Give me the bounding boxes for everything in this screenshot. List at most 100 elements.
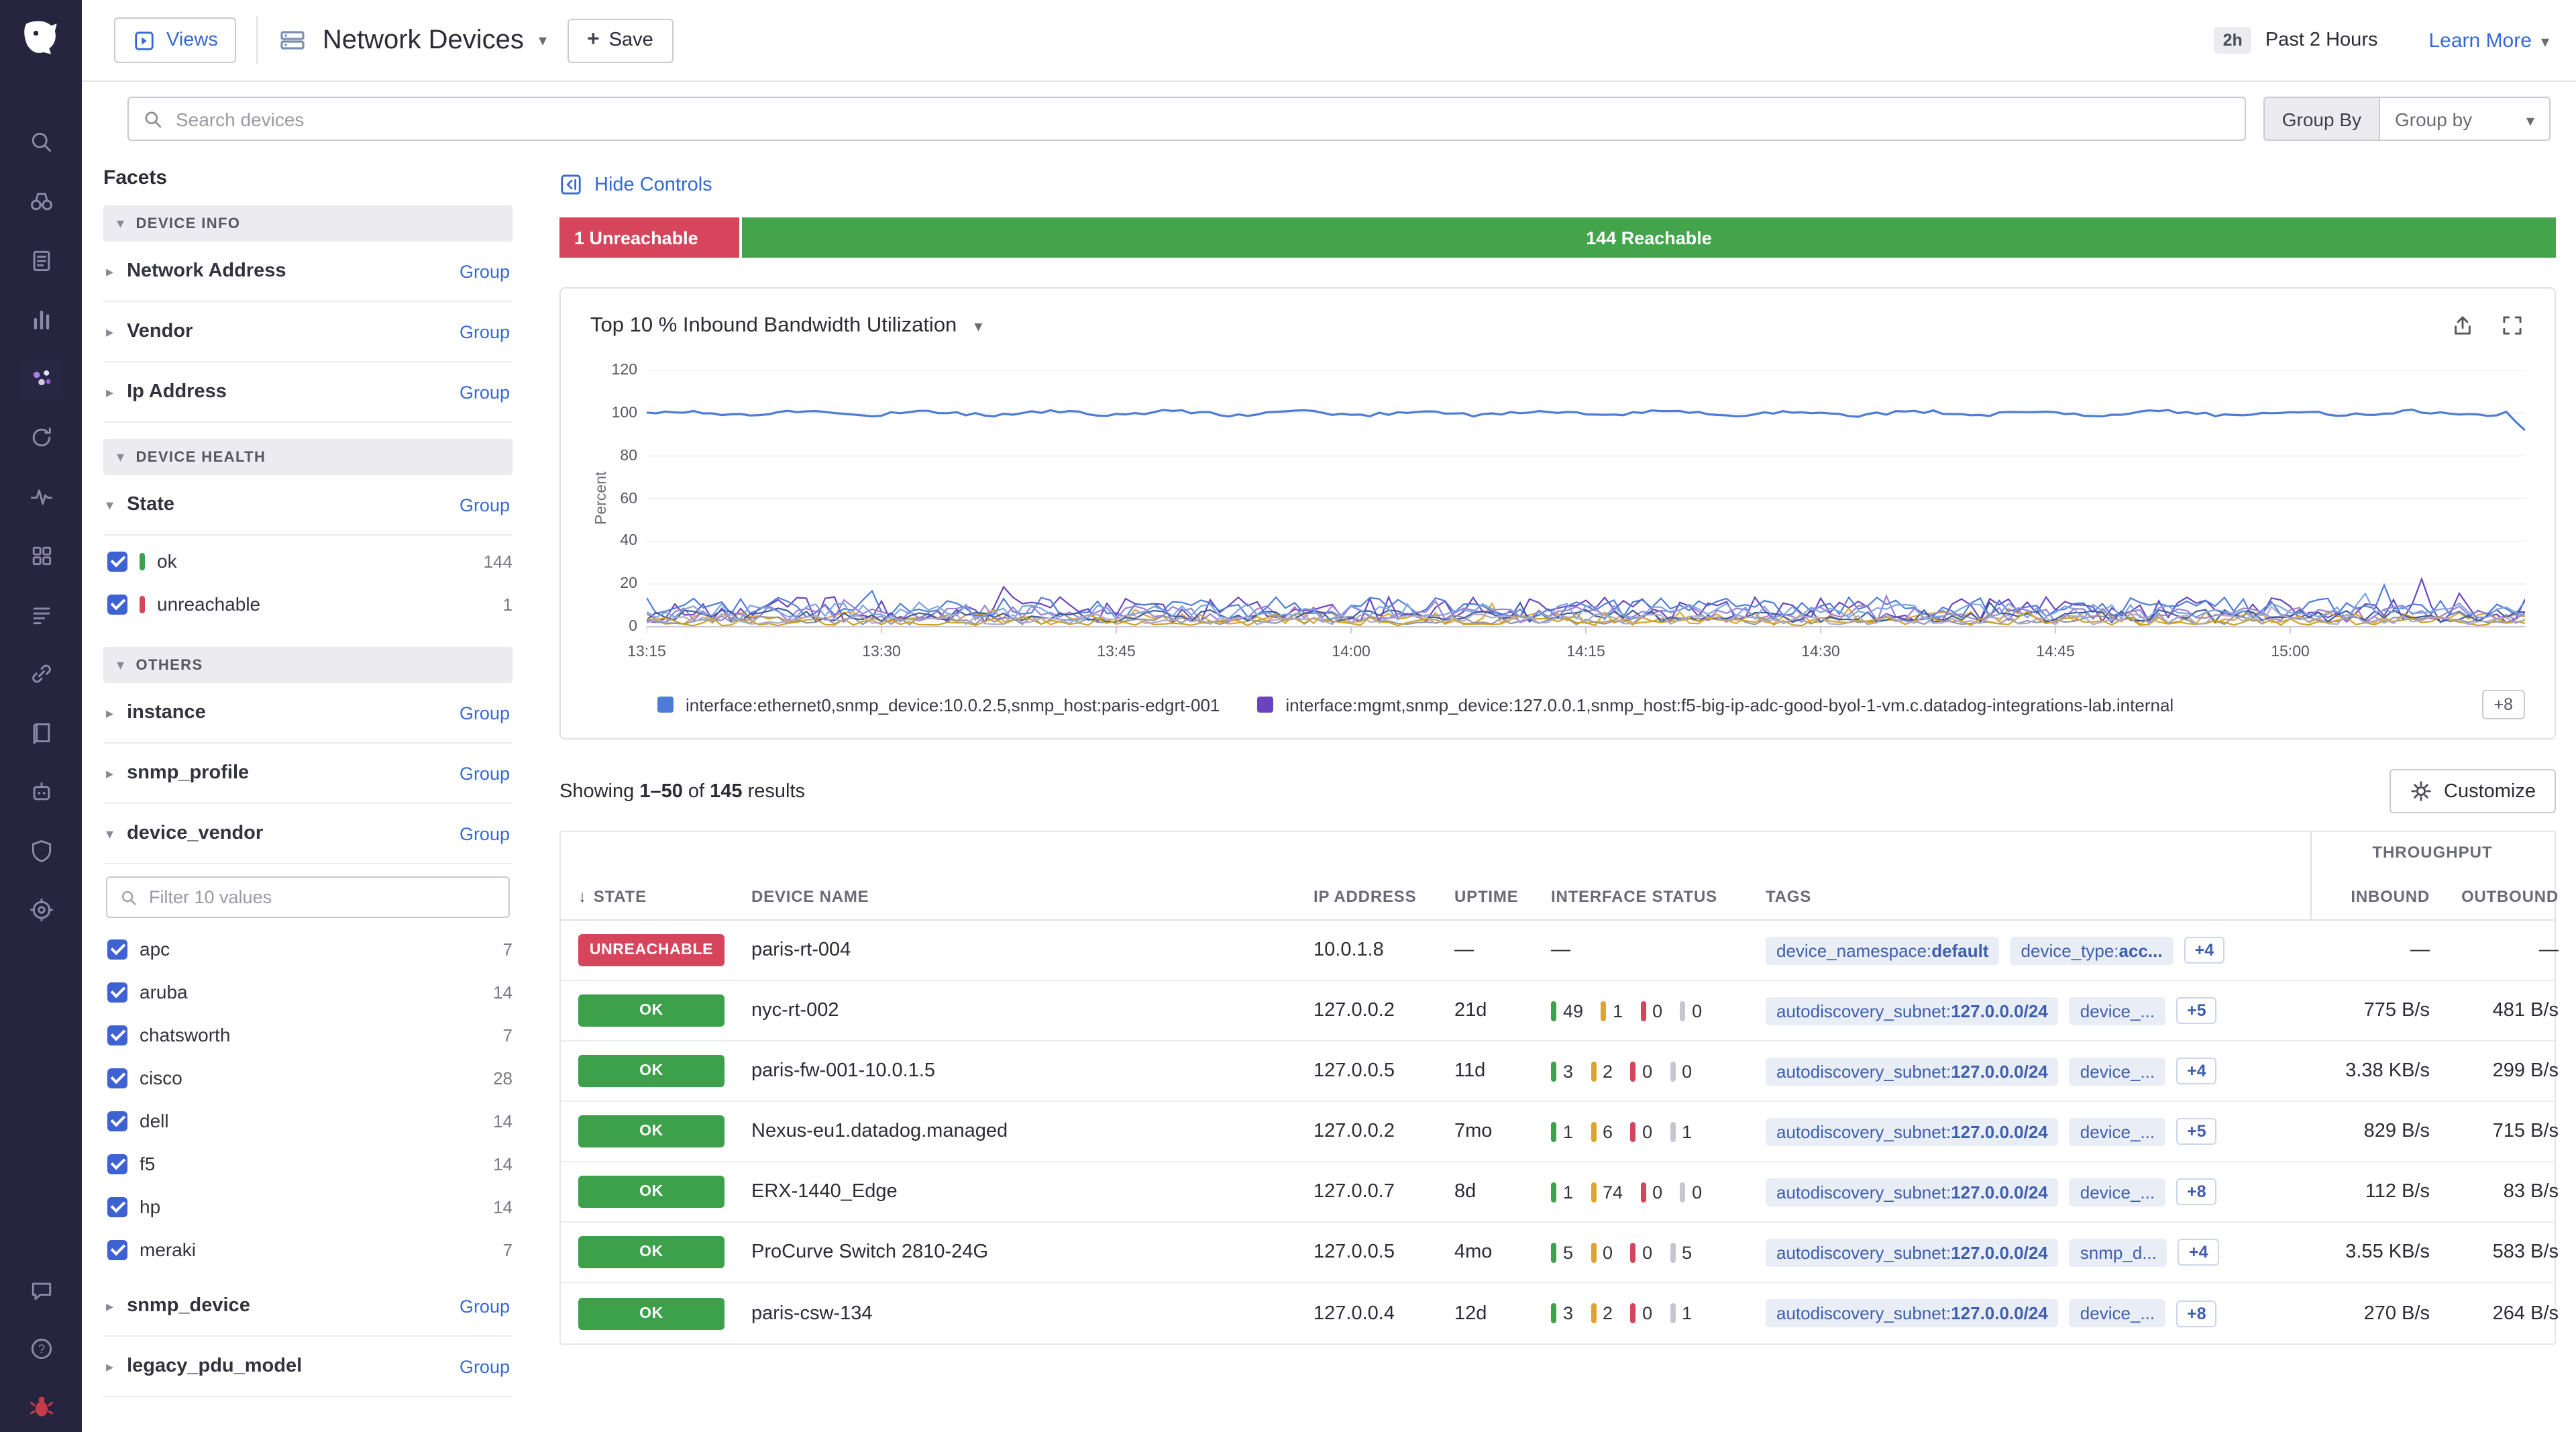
security-shield-icon[interactable] bbox=[21, 831, 61, 871]
device-name-link[interactable]: ProCurve Switch 2810-24G bbox=[751, 1241, 988, 1263]
search-nav-icon[interactable] bbox=[21, 122, 61, 162]
tag-chip[interactable]: device_type:acc... bbox=[2010, 936, 2174, 964]
checkbox[interactable] bbox=[107, 1239, 127, 1260]
facet-vendor[interactable]: Vendor Group bbox=[103, 302, 513, 362]
tag-chip[interactable]: autodiscovery_subnet:127.0.0.0/24 bbox=[1766, 1117, 2059, 1145]
group-link[interactable]: Group bbox=[459, 1296, 510, 1316]
learn-more-dropdown[interactable]: Learn More bbox=[2429, 29, 2550, 52]
more-tags-chip[interactable]: +8 bbox=[2176, 1178, 2217, 1205]
facet-device-vendor[interactable]: device_vendor Group bbox=[103, 804, 513, 864]
column-header-uptime[interactable]: UPTIME bbox=[1454, 886, 1519, 905]
column-header-device-name[interactable]: DEVICE NAME bbox=[751, 886, 869, 905]
export-icon[interactable] bbox=[2450, 313, 2475, 338]
group-link[interactable]: Group bbox=[459, 1356, 510, 1376]
metrics-icon[interactable] bbox=[21, 299, 61, 340]
customize-button[interactable]: Customize bbox=[2389, 769, 2556, 813]
facet-instance[interactable]: instance Group bbox=[103, 683, 513, 744]
more-tags-chip[interactable]: +4 bbox=[2184, 937, 2225, 964]
column-header-tags[interactable]: TAGS bbox=[1766, 886, 1812, 905]
tag-chip[interactable]: autodiscovery_subnet:127.0.0.0/24 bbox=[1766, 1299, 2059, 1327]
tag-chip[interactable]: device_... bbox=[2069, 996, 2166, 1025]
table-row[interactable]: OK ProCurve Switch 2810-24G 127.0.0.5 4mo 5 0… bbox=[561, 1223, 2559, 1283]
views-button[interactable]: Views bbox=[114, 17, 237, 63]
group-by-select[interactable]: Group by bbox=[2379, 97, 2551, 141]
facet-value-cisco[interactable]: cisco 28 bbox=[103, 1056, 513, 1099]
facet-value-chatsworth[interactable]: chatsworth 7 bbox=[103, 1013, 513, 1056]
more-tags-chip[interactable]: +4 bbox=[2176, 1058, 2217, 1084]
vendor-filter-input[interactable] bbox=[149, 887, 496, 907]
legend-more-badge[interactable]: +8 bbox=[2481, 690, 2525, 719]
checkbox[interactable] bbox=[107, 594, 127, 614]
watchdog-icon[interactable] bbox=[21, 181, 61, 221]
device-name-link[interactable]: ERX-1440_Edge bbox=[751, 1181, 898, 1203]
tag-chip[interactable]: autodiscovery_subnet:127.0.0.0/24 bbox=[1766, 1178, 2059, 1206]
tag-chip[interactable]: autodiscovery_subnet:127.0.0.0/24 bbox=[1766, 1238, 2059, 1266]
notebook-icon[interactable] bbox=[21, 240, 61, 280]
group-link[interactable]: Group bbox=[459, 321, 510, 342]
docs-book-icon[interactable] bbox=[21, 713, 61, 753]
more-tags-chip[interactable]: +5 bbox=[2176, 997, 2217, 1024]
table-row[interactable]: OK paris-fw-001-10.0.1.5 127.0.0.5 11d 3 2 0 0 a… bbox=[561, 1041, 2559, 1102]
tag-chip[interactable]: device_namespace:default bbox=[1766, 936, 2000, 964]
tag-chip[interactable]: autodiscovery_subnet:127.0.0.0/24 bbox=[1766, 1057, 2059, 1085]
checkbox[interactable] bbox=[107, 1196, 127, 1217]
reachable-segment[interactable]: 144 Reachable bbox=[742, 217, 2556, 258]
facet-state[interactable]: State Group bbox=[103, 475, 513, 535]
table-row[interactable]: OK Nexus-eu1.datadog.managed 127.0.0.2 7mo 1… bbox=[561, 1102, 2559, 1162]
group-link[interactable]: Group bbox=[459, 495, 510, 515]
more-tags-chip[interactable]: +4 bbox=[2178, 1239, 2219, 1266]
device-name-link[interactable]: paris-rt-004 bbox=[751, 939, 851, 961]
time-range-label[interactable]: Past 2 Hours bbox=[2265, 30, 2378, 51]
facet-snmp-profile[interactable]: snmp_profile Group bbox=[103, 744, 513, 804]
section-device-health[interactable]: DEVICE HEALTH bbox=[103, 439, 513, 475]
facet-value-unreachable[interactable]: unreachable 1 bbox=[103, 582, 513, 625]
save-button[interactable]: Save bbox=[567, 18, 674, 62]
table-row[interactable]: OK paris-csw-134 127.0.0.4 12d 3 2 0 1 autodisco… bbox=[561, 1283, 2559, 1343]
datadog-logo[interactable] bbox=[14, 12, 68, 66]
section-device-info[interactable]: DEVICE INFO bbox=[103, 205, 513, 242]
help-icon[interactable]: ? bbox=[21, 1329, 61, 1369]
checkbox[interactable] bbox=[107, 1025, 127, 1045]
facet-value-apc[interactable]: apc 7 bbox=[103, 927, 513, 970]
checkbox[interactable] bbox=[107, 1111, 127, 1131]
legend-item[interactable]: interface:mgmt,snmp_device:127.0.0.1,snm… bbox=[1257, 695, 2174, 715]
column-header-interface-status[interactable]: INTERFACE STATUS bbox=[1551, 886, 1717, 905]
group-link[interactable]: Group bbox=[459, 823, 510, 843]
tag-chip[interactable]: device_... bbox=[2069, 1117, 2166, 1145]
section-others[interactable]: OTHERS bbox=[103, 647, 513, 683]
facet-ip-address[interactable]: Ip Address Group bbox=[103, 362, 513, 423]
tag-chip[interactable]: autodiscovery_subnet:127.0.0.0/24 bbox=[1766, 996, 2059, 1025]
search-input[interactable] bbox=[176, 108, 2231, 130]
apm-pulse-icon[interactable] bbox=[21, 476, 61, 517]
group-link[interactable]: Group bbox=[459, 763, 510, 783]
unreachable-segment[interactable]: 1 Unreachable bbox=[559, 217, 739, 258]
bits-ai-icon[interactable] bbox=[21, 772, 61, 812]
facet-snmp-device[interactable]: snmp_device Group bbox=[103, 1276, 513, 1337]
facet-value-dell[interactable]: dell 14 bbox=[103, 1099, 513, 1142]
group-link[interactable]: Group bbox=[459, 703, 510, 723]
tag-chip[interactable]: device_... bbox=[2069, 1057, 2166, 1085]
hide-controls-link[interactable]: Hide Controls bbox=[559, 173, 712, 196]
group-link[interactable]: Group bbox=[459, 261, 510, 281]
more-tags-chip[interactable]: +5 bbox=[2176, 1118, 2217, 1145]
integrations-icon[interactable] bbox=[21, 535, 61, 576]
network-monitoring-icon[interactable] bbox=[21, 358, 61, 399]
bug-icon[interactable] bbox=[21, 1386, 61, 1427]
facet-value-f5[interactable]: f5 14 bbox=[103, 1142, 513, 1185]
table-row[interactable]: OK nyc-rt-002 127.0.0.2 21d 49 1 0 0 autodiscove… bbox=[561, 981, 2559, 1041]
device-name-link[interactable]: paris-fw-001-10.0.1.5 bbox=[751, 1060, 936, 1082]
table-row[interactable]: UNREACHABLE paris-rt-004 10.0.1.8 — — device_… bbox=[561, 921, 2559, 981]
tag-chip[interactable]: device_... bbox=[2069, 1178, 2166, 1206]
device-name-link[interactable]: paris-csw-134 bbox=[751, 1302, 873, 1324]
facet-value-meraki[interactable]: meraki 7 bbox=[103, 1228, 513, 1271]
facet-network-address[interactable]: Network Address Group bbox=[103, 242, 513, 302]
tag-chip[interactable]: device_... bbox=[2069, 1299, 2166, 1327]
time-range-badge[interactable]: 2h bbox=[2213, 27, 2252, 54]
fullscreen-icon[interactable] bbox=[2500, 313, 2525, 338]
facet-value-hp[interactable]: hp 14 bbox=[103, 1185, 513, 1228]
facet-value-ok[interactable]: ok 144 bbox=[103, 540, 513, 582]
column-header-ip-address[interactable]: IP ADDRESS bbox=[1313, 886, 1417, 905]
more-tags-chip[interactable]: +8 bbox=[2176, 1300, 2217, 1327]
facet-legacy-pdu-model[interactable]: legacy_pdu_model Group bbox=[103, 1337, 513, 1397]
checkbox[interactable] bbox=[107, 982, 127, 1002]
